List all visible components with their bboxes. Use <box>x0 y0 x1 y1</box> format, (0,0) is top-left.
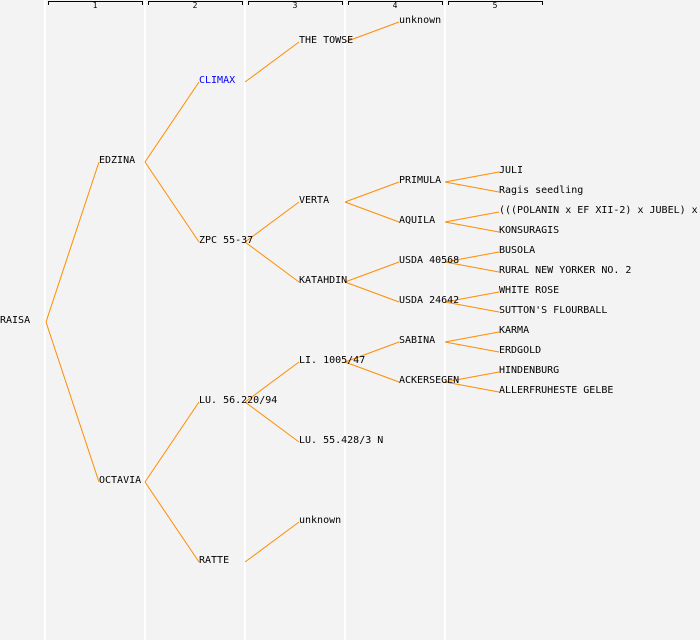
ancestor-node[interactable]: JULI <box>499 165 524 176</box>
parent-link <box>444 261 500 273</box>
ancestor-node[interactable]: KONSURAGIS <box>499 225 560 236</box>
parent-link <box>344 181 400 203</box>
ancestor-node[interactable]: LU. 56.220/94 <box>199 395 278 406</box>
ancestor-node[interactable]: USDA 40568 <box>399 255 460 266</box>
ancestor-node[interactable]: VERTA <box>299 195 330 206</box>
ancestor-node[interactable]: (((POLANIN x EF XII-2) x JUBEL) x <box>499 205 698 216</box>
column-divider <box>344 0 346 640</box>
parent-link <box>144 401 200 483</box>
generation-label: 4 <box>392 1 398 10</box>
ancestor-node[interactable]: CLIMAX <box>199 75 236 86</box>
parent-link <box>344 361 400 383</box>
parent-link <box>344 281 400 303</box>
parent-link <box>144 81 200 163</box>
parent-link <box>144 161 200 243</box>
ancestor-node[interactable]: EDZINA <box>99 155 136 166</box>
ancestor-node[interactable]: unknown <box>399 15 442 26</box>
parent-link <box>45 321 100 483</box>
column-divider <box>244 0 246 640</box>
parent-link <box>444 291 500 303</box>
column-divider <box>444 0 446 640</box>
parent-link <box>444 331 500 343</box>
parent-link <box>344 21 400 43</box>
ancestor-node[interactable]: SUTTON'S FLOURBALL <box>499 305 608 316</box>
parent-link <box>444 171 500 183</box>
ruler-bracket <box>248 1 343 5</box>
ancestor-node[interactable]: ZPC 55-37 <box>199 235 254 246</box>
ancestor-node[interactable]: HINDENBURG <box>499 365 560 376</box>
parent-link <box>244 401 300 443</box>
parent-link <box>244 41 300 83</box>
parent-link <box>444 381 500 393</box>
ancestor-node[interactable]: THE TOWSE <box>299 35 354 46</box>
parent-link <box>344 201 400 223</box>
parent-link <box>244 241 300 283</box>
parent-link <box>444 251 500 263</box>
ancestor-node[interactable]: KATAHDIN <box>299 275 348 286</box>
ancestor-node[interactable]: WHITE ROSE <box>499 285 560 296</box>
parent-link <box>444 371 500 383</box>
ancestor-node[interactable]: ALLERFRUHESTE GELBE <box>499 385 614 396</box>
ancestor-node[interactable]: ACKERSEGEN <box>399 375 460 386</box>
ancestor-node[interactable]: RURAL NEW YORKER NO. 2 <box>499 265 632 276</box>
generation-label: 5 <box>492 1 498 10</box>
parent-link <box>244 521 300 563</box>
ancestor-node[interactable]: unknown <box>299 515 342 526</box>
parent-link <box>244 361 300 403</box>
ancestor-node[interactable]: USDA 24642 <box>399 295 460 306</box>
parent-link <box>344 341 400 363</box>
ancestor-node[interactable]: ERDGOLD <box>499 345 542 356</box>
generation-label: 3 <box>292 1 298 10</box>
column-divider <box>44 0 46 640</box>
ancestor-node[interactable]: OCTAVIA <box>99 475 142 486</box>
ancestor-node[interactable]: Ragis seedling <box>499 185 584 196</box>
subject-variety[interactable]: RAISA <box>0 315 31 326</box>
parent-link <box>444 181 500 193</box>
ancestor-node[interactable]: BUSOLA <box>499 245 536 256</box>
ancestor-node[interactable]: LU. 55.428/3 N <box>299 435 384 446</box>
parent-link <box>444 301 500 313</box>
ruler-bracket <box>48 1 143 5</box>
ancestor-node[interactable]: AQUILA <box>399 215 436 226</box>
ruler-bracket <box>148 1 243 5</box>
parent-link <box>244 201 300 243</box>
parent-link <box>444 211 500 223</box>
ancestor-node[interactable]: RATTE <box>199 555 230 566</box>
ancestor-node[interactable]: KARMA <box>499 325 530 336</box>
parent-link <box>444 341 500 353</box>
ancestor-node[interactable]: LI. 1005/47 <box>299 355 366 366</box>
ancestor-node[interactable]: SABINA <box>399 335 436 346</box>
generation-label: 2 <box>192 1 198 10</box>
ruler-bracket <box>348 1 443 5</box>
parent-link <box>444 221 500 233</box>
column-divider <box>144 0 146 640</box>
parent-link <box>344 261 400 283</box>
ancestor-node[interactable]: PRIMULA <box>399 175 442 186</box>
ruler-bracket <box>448 1 543 5</box>
generation-label: 1 <box>92 1 98 10</box>
parent-link <box>45 161 100 323</box>
parent-link <box>144 481 200 563</box>
